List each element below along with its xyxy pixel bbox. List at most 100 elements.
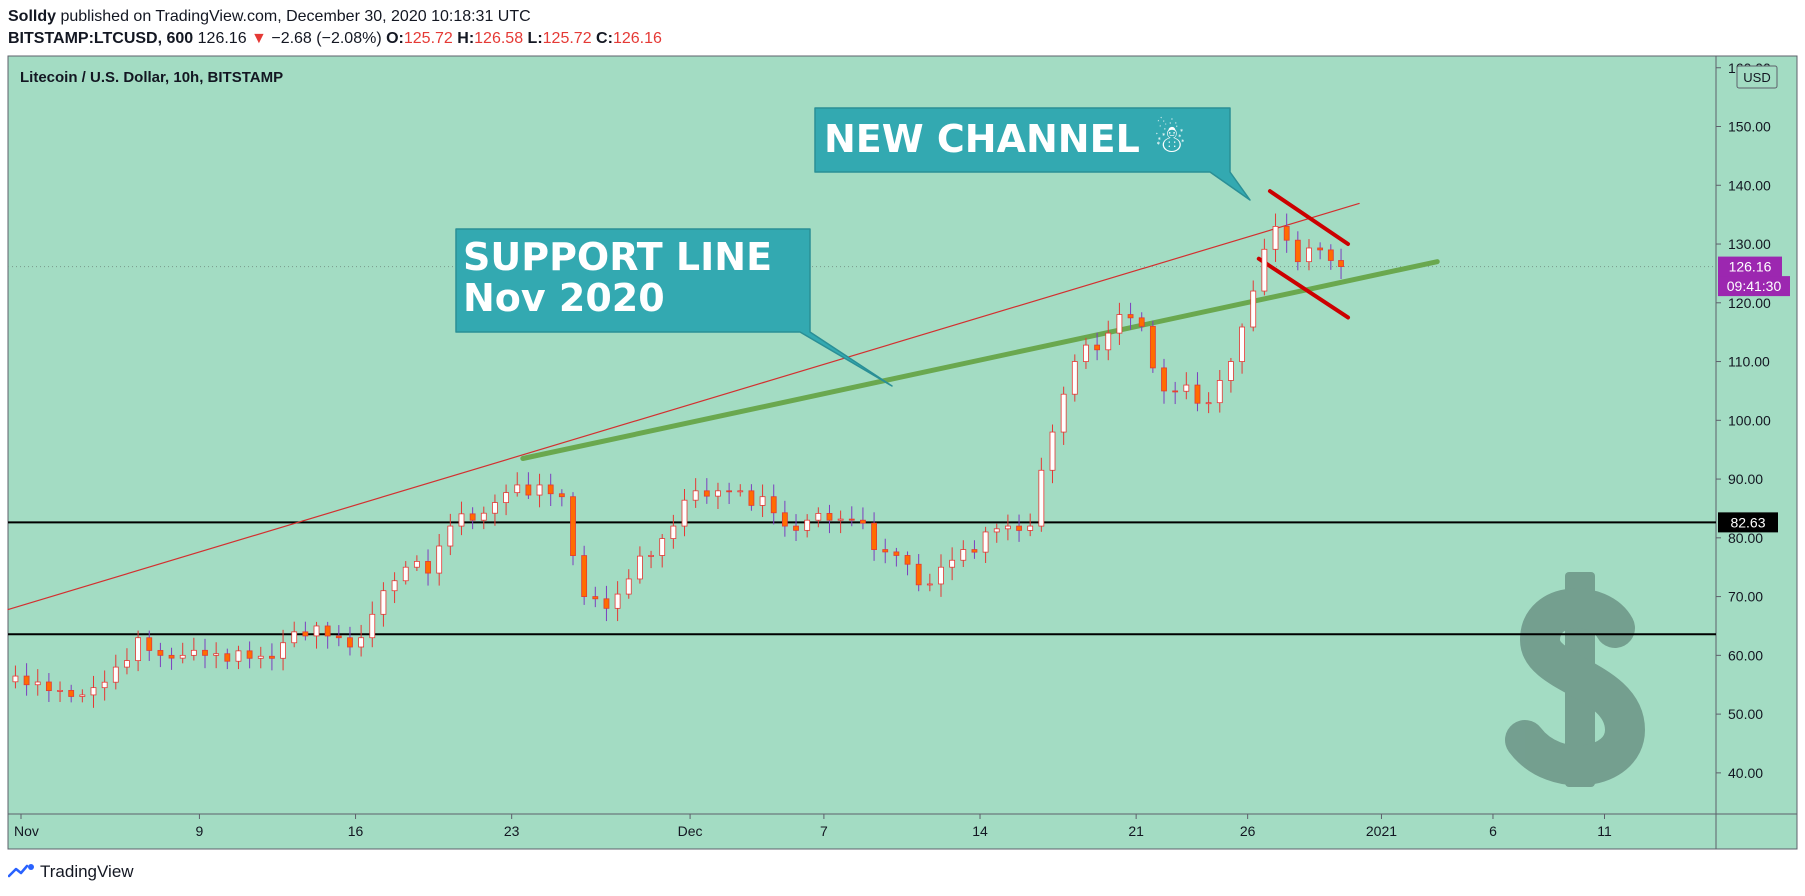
candle[interactable] <box>324 625 331 637</box>
candle[interactable] <box>12 675 19 683</box>
candle[interactable] <box>369 613 376 639</box>
candle[interactable] <box>480 512 487 521</box>
candle[interactable] <box>157 650 164 656</box>
author-name[interactable]: Solldy <box>8 8 57 25</box>
time-axis[interactable] <box>7 813 1717 850</box>
candle[interactable] <box>1038 469 1045 527</box>
candle[interactable] <box>101 681 108 689</box>
candle[interactable] <box>692 490 699 501</box>
candle[interactable] <box>1194 384 1201 404</box>
candle[interactable] <box>57 690 63 692</box>
candle[interactable] <box>982 531 989 553</box>
candle[interactable] <box>413 561 420 568</box>
candle[interactable] <box>124 660 130 668</box>
candle[interactable] <box>1027 525 1034 531</box>
candle[interactable] <box>1172 390 1179 393</box>
candle[interactable] <box>1183 384 1190 392</box>
candle[interactable] <box>848 518 855 521</box>
candle[interactable] <box>313 625 320 637</box>
candle[interactable] <box>614 593 621 609</box>
candle[interactable] <box>904 555 911 565</box>
candle[interactable] <box>469 513 476 521</box>
candle[interactable] <box>536 484 543 496</box>
candle[interactable] <box>603 598 610 609</box>
candle[interactable] <box>547 484 554 495</box>
candle[interactable] <box>302 631 309 637</box>
candle[interactable] <box>1306 247 1312 263</box>
candle[interactable] <box>246 650 253 659</box>
callout-new-channel[interactable]: NEW CHANNEL ☃ <box>814 107 1251 201</box>
candle[interactable] <box>625 578 632 595</box>
candle[interactable] <box>190 649 197 656</box>
candle[interactable] <box>558 493 565 498</box>
candle[interactable] <box>280 642 286 659</box>
candle[interactable] <box>1272 226 1279 250</box>
candle[interactable] <box>447 525 454 547</box>
candle[interactable] <box>938 566 944 585</box>
candle[interactable] <box>971 549 978 553</box>
candle[interactable] <box>358 637 365 648</box>
candle[interactable] <box>1261 248 1268 292</box>
price-axis[interactable] <box>1715 55 1798 815</box>
candle[interactable] <box>1060 393 1067 433</box>
candle[interactable] <box>202 649 208 656</box>
candle[interactable] <box>146 637 153 651</box>
candle[interactable] <box>112 666 119 683</box>
candle[interactable] <box>1294 239 1301 263</box>
candle[interactable] <box>68 690 75 697</box>
candle[interactable] <box>770 496 777 514</box>
candle[interactable] <box>1228 361 1234 381</box>
candle[interactable] <box>514 484 521 494</box>
candle[interactable] <box>1138 317 1145 327</box>
candle[interactable] <box>525 484 532 496</box>
candle[interactable] <box>1083 344 1089 362</box>
candle[interactable] <box>1205 402 1212 405</box>
trend-line-channel-lower[interactable] <box>1256 256 1351 320</box>
candle[interactable] <box>492 502 498 514</box>
candle[interactable] <box>380 590 387 615</box>
candle[interactable] <box>1127 314 1134 319</box>
candle[interactable] <box>269 655 275 659</box>
candle[interactable] <box>759 496 766 506</box>
candle[interactable] <box>1283 226 1290 241</box>
candle[interactable] <box>1250 290 1257 328</box>
candle[interactable] <box>1149 325 1156 369</box>
footer-brand[interactable]: TradingView <box>40 862 134 881</box>
candle[interactable] <box>1004 525 1011 530</box>
candle[interactable] <box>737 490 744 493</box>
trend-line-channel-upper[interactable] <box>1267 189 1351 247</box>
candle[interactable] <box>34 681 41 686</box>
candle[interactable] <box>1317 247 1324 251</box>
candle[interactable] <box>291 631 298 644</box>
candle[interactable] <box>960 549 967 561</box>
candle[interactable] <box>1071 361 1078 395</box>
candle[interactable] <box>860 519 866 524</box>
candle[interactable] <box>659 538 666 556</box>
candle[interactable] <box>871 522 877 550</box>
candle[interactable] <box>592 596 599 600</box>
candle[interactable] <box>335 635 342 639</box>
candle[interactable] <box>458 513 465 527</box>
trend-line-resistance[interactable] <box>7 202 1360 611</box>
candle[interactable] <box>882 549 889 553</box>
candle[interactable] <box>235 650 242 662</box>
candle[interactable] <box>391 580 398 592</box>
chart-plot-area[interactable] <box>7 55 1717 815</box>
candle[interactable] <box>681 499 688 527</box>
trend-line-support[interactable] <box>520 259 1440 462</box>
candle[interactable] <box>570 496 576 556</box>
candle[interactable] <box>1116 314 1123 334</box>
candle[interactable] <box>436 545 443 574</box>
currency-badge[interactable] <box>1736 65 1778 89</box>
candle[interactable] <box>347 637 353 648</box>
candle[interactable] <box>213 653 220 656</box>
candle[interactable] <box>168 654 175 659</box>
candle[interactable] <box>1049 431 1056 471</box>
candle[interactable] <box>23 675 30 686</box>
candle[interactable] <box>826 513 833 521</box>
candle[interactable] <box>648 555 654 557</box>
candle[interactable] <box>1239 326 1245 362</box>
candle[interactable] <box>715 490 721 497</box>
candle[interactable] <box>637 555 643 580</box>
